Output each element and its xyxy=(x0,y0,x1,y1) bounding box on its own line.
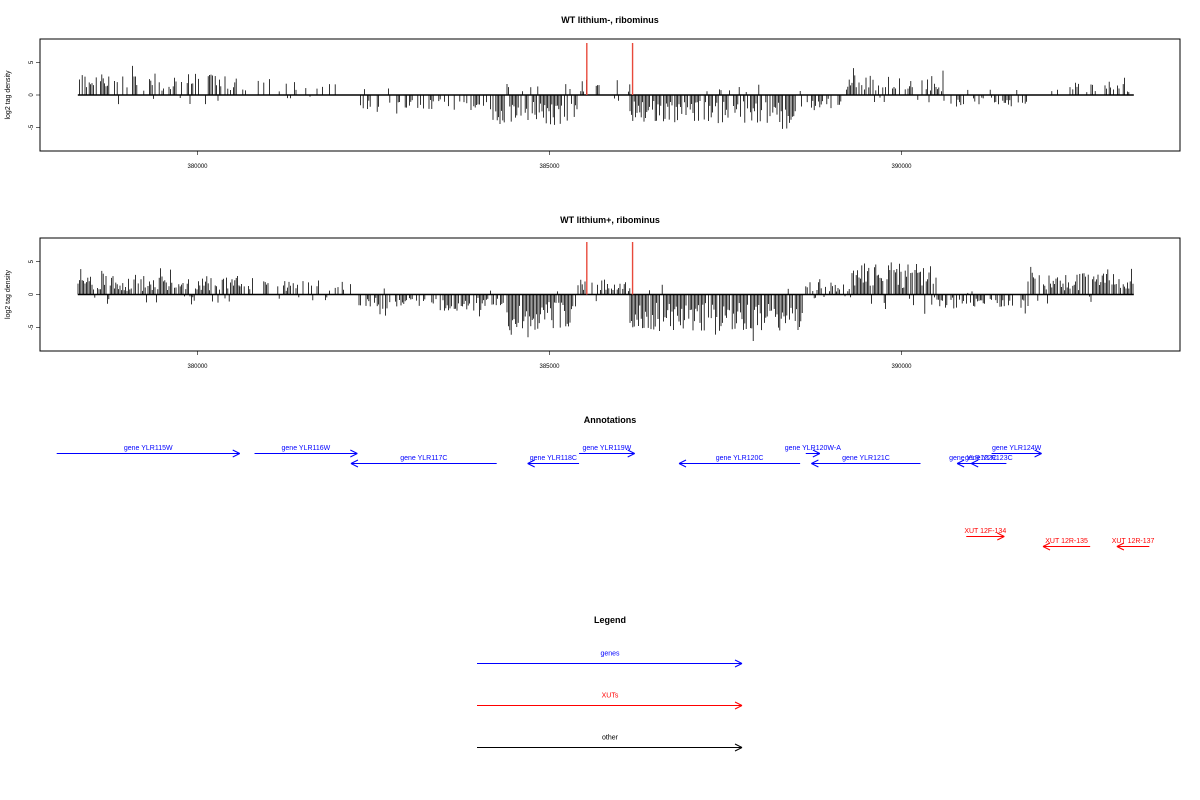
x-axis: 380000 385000 390000 xyxy=(187,350,912,370)
x-tick-label: 380000 xyxy=(187,364,208,370)
y-tick-label: -5 xyxy=(29,124,35,130)
y-tick-label: 0 xyxy=(29,292,35,296)
feature-label: gene YLR118C xyxy=(530,455,577,462)
panel-wt-lithium-minus: WT lithium-, ribominus -5 0 5 log2 tag dens… xyxy=(5,15,1181,170)
feature-label: gene YLR123C xyxy=(965,455,1013,462)
annotations-track: Annotations gene YLR115W gene YLR116W gene… xyxy=(56,415,1155,551)
legend-arrow xyxy=(477,659,743,668)
feature-arrow xyxy=(350,459,497,468)
feature: gene YLR123C xyxy=(965,455,1013,468)
feature-label: XUT 12R-137 xyxy=(1112,538,1155,545)
panel-wt-lithium-plus: WT lithium+, ribominus -5 0 5 log2 tag dens… xyxy=(5,215,1181,370)
feature: XUT 12R-135 xyxy=(1042,538,1091,551)
feature: gene YLR118C xyxy=(527,455,580,468)
y-tick-label: -5 xyxy=(29,324,35,330)
feature-arrow xyxy=(1116,542,1150,551)
feature-label: gene YLR124W xyxy=(992,445,1042,452)
x-tick-label: 390000 xyxy=(891,164,912,170)
feature: gene YLR115W xyxy=(56,445,240,458)
x-tick-label: 390000 xyxy=(891,364,912,370)
y-axis-label: log2 tag density xyxy=(5,70,12,120)
feature: gene YLR120C xyxy=(678,455,801,468)
feature: gene YLR116W xyxy=(254,445,358,458)
feature-label: gene YLR115W xyxy=(124,445,173,452)
feature-label: gene YLR117C xyxy=(400,455,447,462)
panel-title: WT lithium+, ribominus xyxy=(560,215,660,225)
feature: XUT 12F-134 xyxy=(964,528,1006,541)
legend-arrow xyxy=(477,701,743,710)
legend-label: other xyxy=(602,735,619,742)
y-axis-label: log2 tag density xyxy=(5,269,12,319)
feature-arrow xyxy=(678,459,801,468)
feature-arrow xyxy=(254,449,358,458)
feature-label: gene YLR120C xyxy=(716,455,764,462)
y-axis: -5 0 5 xyxy=(29,60,41,130)
feature-label: gene YLR120W-A xyxy=(785,445,841,452)
legend-label: genes xyxy=(600,651,620,658)
x-tick-label: 380000 xyxy=(187,164,208,170)
feature-label: XUT 12R-135 xyxy=(1045,538,1088,545)
feature-arrow xyxy=(579,449,635,458)
legend-item: other xyxy=(477,735,743,752)
feature-arrow xyxy=(811,459,921,468)
feature-arrow xyxy=(56,449,240,458)
y-tick-label: 0 xyxy=(29,93,35,97)
panel-title: WT lithium-, ribominus xyxy=(561,15,659,25)
density-bars xyxy=(77,262,1134,341)
y-tick-label: 5 xyxy=(29,60,35,64)
feature: gene YLR124W xyxy=(991,445,1042,458)
feature-arrow xyxy=(527,459,580,468)
y-axis: -5 0 5 xyxy=(29,259,41,330)
feature-arrow xyxy=(805,449,821,458)
feature: gene YLR117C xyxy=(350,455,497,468)
density-bars xyxy=(79,65,1130,129)
feature-arrow xyxy=(966,532,1005,541)
feature-label: gene YLR122C xyxy=(949,455,997,462)
y-tick-label: 5 xyxy=(29,259,35,263)
feature-label: gene YLR119W xyxy=(582,445,631,452)
feature: gene YLR119W xyxy=(579,445,635,458)
feature-label: gene YLR116W xyxy=(282,445,331,452)
legend-item: genes xyxy=(477,651,743,668)
feature-arrow xyxy=(1042,542,1091,551)
feature: gene YLR120W-A xyxy=(785,445,841,458)
legend-arrow xyxy=(477,743,743,752)
feature: gene YLR121C xyxy=(811,455,921,468)
legend-label: XUTs xyxy=(602,693,619,700)
feature-label: XUT 12F-134 xyxy=(964,528,1006,535)
x-tick-label: 385000 xyxy=(539,364,560,370)
x-tick-label: 385000 xyxy=(539,164,560,170)
feature-arrow xyxy=(970,459,1007,468)
feature: XUT 12R-137 xyxy=(1112,538,1155,551)
legend: Legend genes XUTs other xyxy=(477,615,743,752)
feature-label: gene YLR121C xyxy=(842,455,890,462)
x-axis: 380000 385000 390000 xyxy=(187,150,912,170)
annotations-title: Annotations xyxy=(584,415,637,425)
feature-arrow xyxy=(991,449,1042,458)
legend-item: XUTs xyxy=(477,693,743,710)
legend-title: Legend xyxy=(594,615,626,625)
